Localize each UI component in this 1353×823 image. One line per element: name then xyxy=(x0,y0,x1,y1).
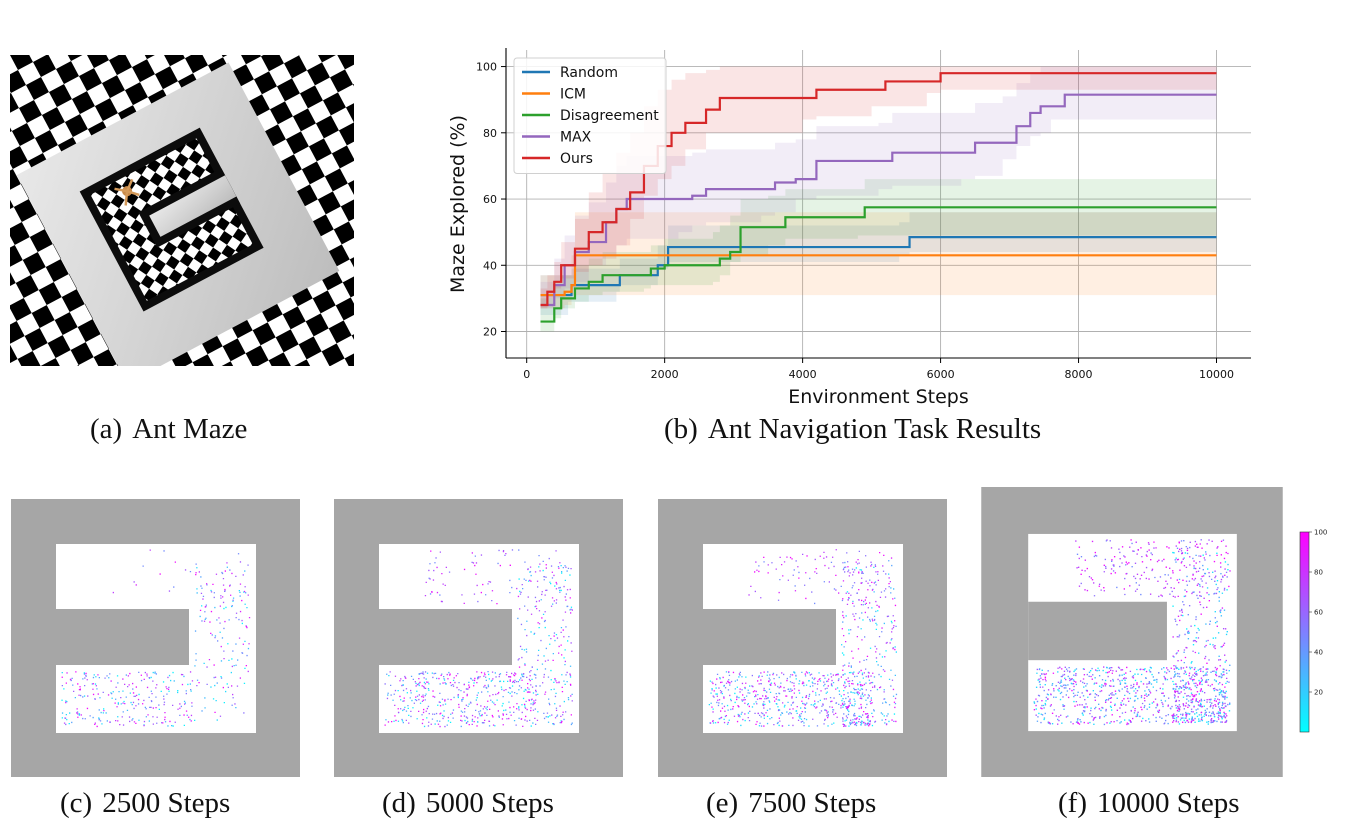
caption-f-tag: (f) xyxy=(1058,787,1087,819)
caption-c: (c) 2500 Steps xyxy=(60,787,230,820)
band-ours xyxy=(540,66,1217,319)
caption-e-tag: (e) xyxy=(706,787,739,819)
caption-a-text: Ant Maze xyxy=(132,413,248,445)
maze-heatmap-10000 xyxy=(981,487,1283,777)
maze-walls xyxy=(79,127,264,312)
maze-inner-wall xyxy=(379,609,512,665)
caption-e-text: 7500 Steps xyxy=(748,787,877,819)
band-disagreement xyxy=(540,179,1217,345)
colorbar-tick-label: 100 xyxy=(1314,529,1327,537)
visit-points xyxy=(1033,539,1231,726)
maze-heatmap-5000 xyxy=(334,499,623,777)
y-tick-label: 40 xyxy=(483,259,497,272)
exploration-line-chart: 0 2000 4000 6000 8000 10000 20 40 60 80 100 Random… xyxy=(447,48,1251,408)
caption-b-text: Ant Navigation Task Results xyxy=(707,413,1042,445)
maze-heatmap-2500 xyxy=(11,499,300,777)
chart-y-axis-label: Maze Explored (%) xyxy=(447,115,469,293)
legend-label: MAX xyxy=(560,130,592,146)
caption-a-tag: (a) xyxy=(90,413,123,445)
legend-label: Ours xyxy=(560,151,593,167)
ant-robot xyxy=(114,178,140,206)
caption-f-text: 10000 Steps xyxy=(1096,787,1240,819)
x-tick-label: 8000 xyxy=(1065,368,1093,381)
x-tick-label: 4000 xyxy=(789,368,817,381)
x-tick-label: 10000 xyxy=(1199,368,1234,381)
y-tick-label: 60 xyxy=(483,193,497,206)
x-tick-label: 0 xyxy=(523,368,530,381)
legend-label: Random xyxy=(560,65,618,81)
visit-point-cluster xyxy=(1035,540,1231,726)
heatmap-colorbar: 20 40 60 80 100 xyxy=(1299,529,1327,733)
visit-point-cluster xyxy=(393,569,573,727)
colorbar-tick-label: 20 xyxy=(1314,689,1323,697)
visit-point-cluster xyxy=(384,549,567,727)
chart-axes: 0 2000 4000 6000 8000 10000 20 40 60 80 100 xyxy=(476,48,1251,381)
colorbar-ticks: 20 40 60 80 100 xyxy=(1309,529,1327,697)
caption-b: (b) Ant Navigation Task Results xyxy=(664,413,1041,446)
colorbar-tick-label: 80 xyxy=(1314,569,1323,577)
band-max xyxy=(540,66,1217,325)
chart-x-axis-label: Environment Steps xyxy=(788,386,969,408)
caption-e: (e) 7500 Steps xyxy=(706,787,876,820)
y-tick-label: 80 xyxy=(483,127,497,140)
colorbar-tick-label: 40 xyxy=(1314,649,1323,657)
visit-points xyxy=(384,549,573,728)
caption-a: (a) Ant Maze xyxy=(90,413,247,446)
x-tick-label: 6000 xyxy=(927,368,955,381)
ant-maze-render xyxy=(10,55,354,366)
caption-b-tag: (b) xyxy=(664,413,698,445)
colorbar-gradient xyxy=(1299,531,1310,733)
legend-label: Disagreement xyxy=(560,108,659,124)
y-tick-label: 100 xyxy=(476,61,497,74)
maze-heatmap-7500 xyxy=(658,499,947,777)
caption-f: (f) 10000 Steps xyxy=(1058,787,1240,820)
caption-c-tag: (c) xyxy=(60,787,93,819)
caption-c-text: 2500 Steps xyxy=(102,787,231,819)
caption-d-text: 5000 Steps xyxy=(425,787,554,819)
maze-inner-wall xyxy=(56,609,189,665)
colorbar-tick-label: 60 xyxy=(1314,609,1323,617)
caption-d: (d) 5000 Steps xyxy=(382,787,554,820)
maze-inner-wall xyxy=(1028,601,1167,661)
visit-point-cluster xyxy=(1035,539,1228,724)
y-tick-label: 20 xyxy=(483,326,497,339)
chart-legend: Random ICM Disagreement MAX Ours xyxy=(513,57,667,174)
x-tick-label: 2000 xyxy=(651,368,679,381)
legend-label: ICM xyxy=(560,87,586,103)
legend-box xyxy=(513,57,667,174)
caption-d-tag: (d) xyxy=(382,787,416,819)
line-disagreement xyxy=(540,206,1217,323)
maze-inner-wall xyxy=(703,609,836,665)
